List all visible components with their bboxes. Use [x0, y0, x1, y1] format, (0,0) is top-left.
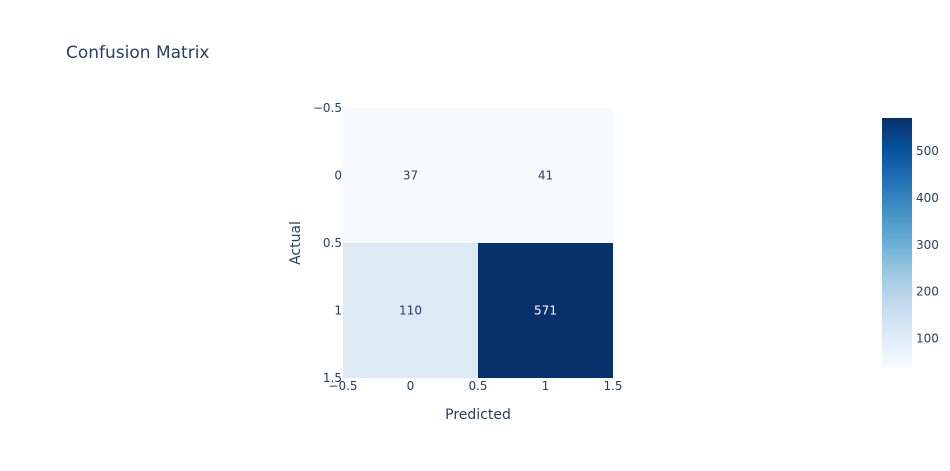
x-tick-label: 1 [542, 379, 550, 393]
y-tick-label: 1 [334, 304, 342, 318]
cell-value-label: 110 [399, 304, 422, 318]
y-axis-label: Actual [288, 221, 304, 265]
colorbar-tick-label: 400 [916, 191, 939, 205]
cell-value-label: 41 [538, 169, 553, 183]
colorbar [882, 118, 912, 368]
x-tick-label: 0 [407, 379, 415, 393]
y-tick-label: 0.5 [323, 236, 342, 250]
x-tick-label: −0.5 [328, 379, 357, 393]
colorbar-ticks: 100 200 300 400 500 [916, 144, 939, 345]
x-tick-label: 1.5 [603, 379, 622, 393]
y-tick-label: 0 [334, 169, 342, 183]
cell-value-label: 571 [534, 304, 557, 318]
x-axis-ticks: −0.5 0 0.5 1 1.5 [328, 379, 622, 393]
heatmap-cell [478, 108, 613, 243]
y-tick-label: 1.5 [323, 371, 342, 385]
cell-value-label: 37 [403, 169, 418, 183]
x-axis-label: Predicted [445, 407, 511, 423]
y-axis-ticks: −0.5 0 0.5 1 1.5 [313, 101, 342, 385]
heatmap-cell [478, 243, 613, 378]
chart-title: Confusion Matrix [66, 43, 210, 63]
colorbar-tick-label: 100 [916, 332, 939, 346]
heatmap-cell [343, 108, 478, 243]
heatmap-cells: 37 41 110 571 [343, 108, 613, 378]
colorbar-tick-label: 300 [916, 238, 939, 252]
colorbar-tick-label: 200 [916, 285, 939, 299]
colorbar-tick-label: 500 [916, 144, 939, 158]
y-tick-label: −0.5 [313, 101, 342, 115]
heatmap-cell [343, 243, 478, 378]
x-tick-label: 0.5 [468, 379, 487, 393]
